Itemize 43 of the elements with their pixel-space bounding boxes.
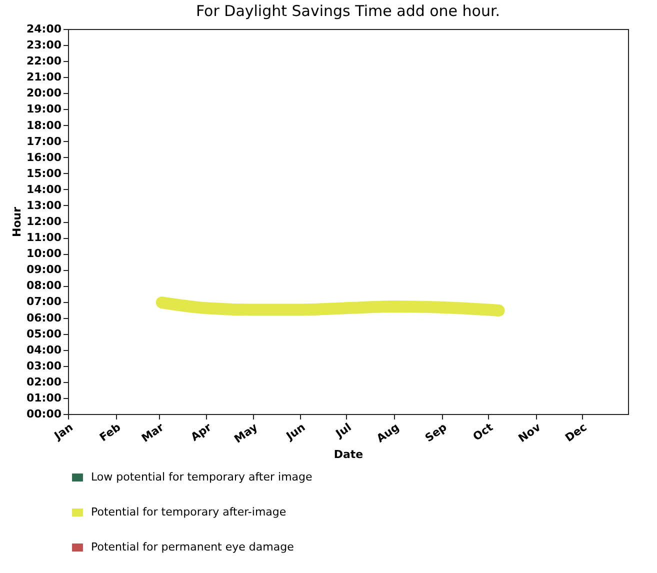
y-tick-label: 01:00 — [26, 391, 62, 404]
y-tick-label: 13:00 — [26, 198, 62, 212]
y-tick-label: 14:00 — [26, 182, 62, 196]
x-tick-label: Jan — [51, 420, 76, 444]
y-tick-label: 02:00 — [26, 375, 62, 388]
chart-title: For Daylight Savings Time add one hour. — [196, 2, 500, 20]
y-tick-label: 07:00 — [26, 295, 62, 308]
x-tick-label: May — [232, 420, 260, 446]
y-tick-label: 16:00 — [26, 150, 62, 164]
x-tick-label: Oct — [470, 420, 496, 444]
x-tick-label: Apr — [188, 420, 214, 444]
y-tick-label: 17:00 — [26, 134, 62, 148]
legend-label: Potential for temporary after-image — [91, 506, 286, 518]
x-tick-label: Mar — [139, 420, 167, 445]
y-axis-title: Hour — [10, 206, 24, 238]
y-tick-label: 19:00 — [26, 102, 62, 116]
y-tick-label: 10:00 — [26, 247, 62, 260]
x-axis-title: Date — [334, 448, 364, 461]
y-tick-label: 05:00 — [26, 327, 62, 340]
y-tick-label: 06:00 — [26, 311, 62, 324]
x-tick-label: Sep — [422, 420, 450, 445]
legend-label: Potential for permanent eye damage — [91, 540, 294, 554]
y-tick-label: 11:00 — [26, 231, 62, 244]
x-tick-label: Feb — [97, 420, 124, 444]
y-tick-label: 22:00 — [26, 54, 62, 68]
y-tick-label: 20:00 — [26, 86, 62, 100]
x-tick-label: Nov — [516, 420, 544, 446]
x-tick-label: Jul — [332, 420, 354, 441]
legend-label: Low potential for temporary after image — [91, 470, 313, 484]
x-tick-label: Dec — [562, 420, 590, 445]
y-tick-label: 21:00 — [26, 70, 62, 84]
y-tick-label: 12:00 — [26, 215, 62, 228]
y-tick-label: 04:00 — [26, 343, 62, 356]
y-tick-label: 24:00 — [26, 22, 62, 36]
y-tick-label: 03:00 — [26, 359, 62, 372]
y-tick-label: 00:00 — [26, 408, 62, 420]
y-tick-label: 15:00 — [26, 166, 62, 180]
y-tick-label: 08:00 — [26, 279, 62, 292]
y-tick-label: 09:00 — [26, 263, 62, 276]
x-tick-label: Aug — [374, 420, 402, 446]
y-tick-label: 23:00 — [26, 38, 62, 52]
x-tick-label: Jun — [283, 420, 308, 444]
y-tick-label: 18:00 — [26, 118, 62, 132]
